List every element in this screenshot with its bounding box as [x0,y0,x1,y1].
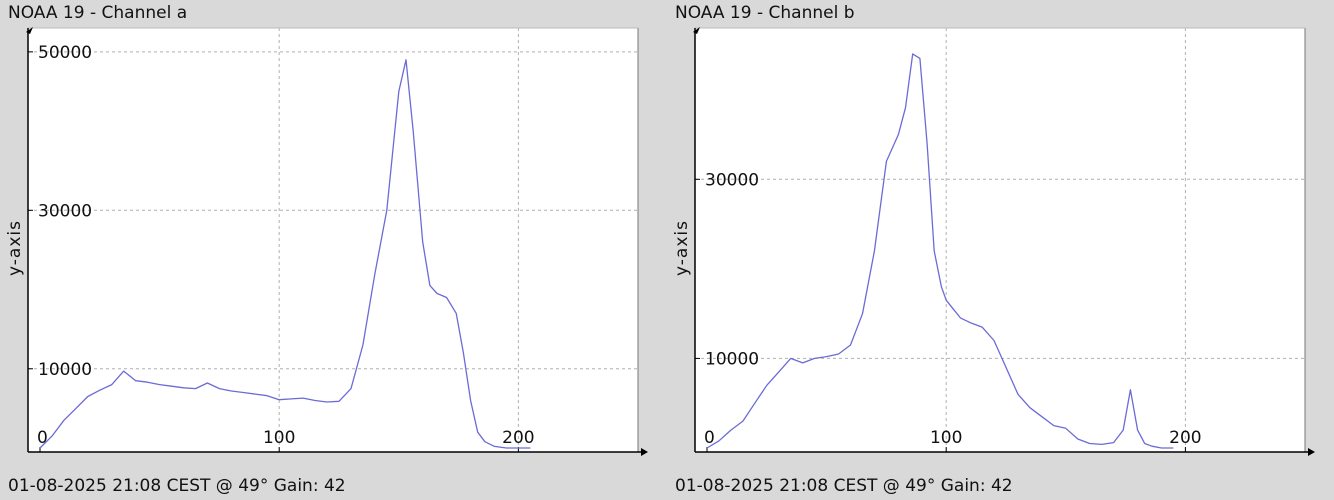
y-axis-label: y-axis [5,220,25,276]
x-tick-label: 200 [502,428,534,448]
x-tick-label: 200 [1169,428,1201,448]
x-tick-label: 100 [263,428,295,448]
y-tick-label: 50000 [38,43,92,63]
y-axis-label: y-axis [672,220,692,276]
y-axis-arrow [693,27,700,34]
y-tick-label: 30000 [38,201,92,221]
x-tick-label: 0 [37,428,48,448]
series-line [39,59,531,449]
y-tick-label: 30000 [705,170,759,190]
chart-panel-channel-a: NOAA 19 - Channel a 0 100 200 10000 30000 500… [5,3,648,496]
chart-footer: 01-08-2025 21:08 CEST @ 49° Gain: 42 [8,476,346,496]
x-axis-arrow [641,448,648,456]
chart-footer: 01-08-2025 21:08 CEST @ 49° Gain: 42 [675,476,1013,496]
chart-title: NOAA 19 - Channel a [8,3,188,23]
chart-title: NOAA 19 - Channel b [675,3,855,23]
plot-area: 0 100 200 10000 30000 50000 y-axis [5,27,648,456]
plot-background [695,28,1305,452]
x-tick-label: 0 [704,428,715,448]
plot-background [28,28,638,452]
chart-panel-channel-b: NOAA 19 - Channel b 0 100 200 10000 30000 y-a… [667,0,1334,500]
series-line [706,53,1174,449]
y-tick-label: 10000 [38,360,92,380]
x-tick-label: 100 [930,428,962,448]
plot-area: 0 100 200 10000 30000 y-axis [672,27,1315,456]
y-tick-label: 10000 [705,349,759,369]
y-axis-arrow [26,27,33,34]
x-axis-arrow [1308,448,1315,456]
